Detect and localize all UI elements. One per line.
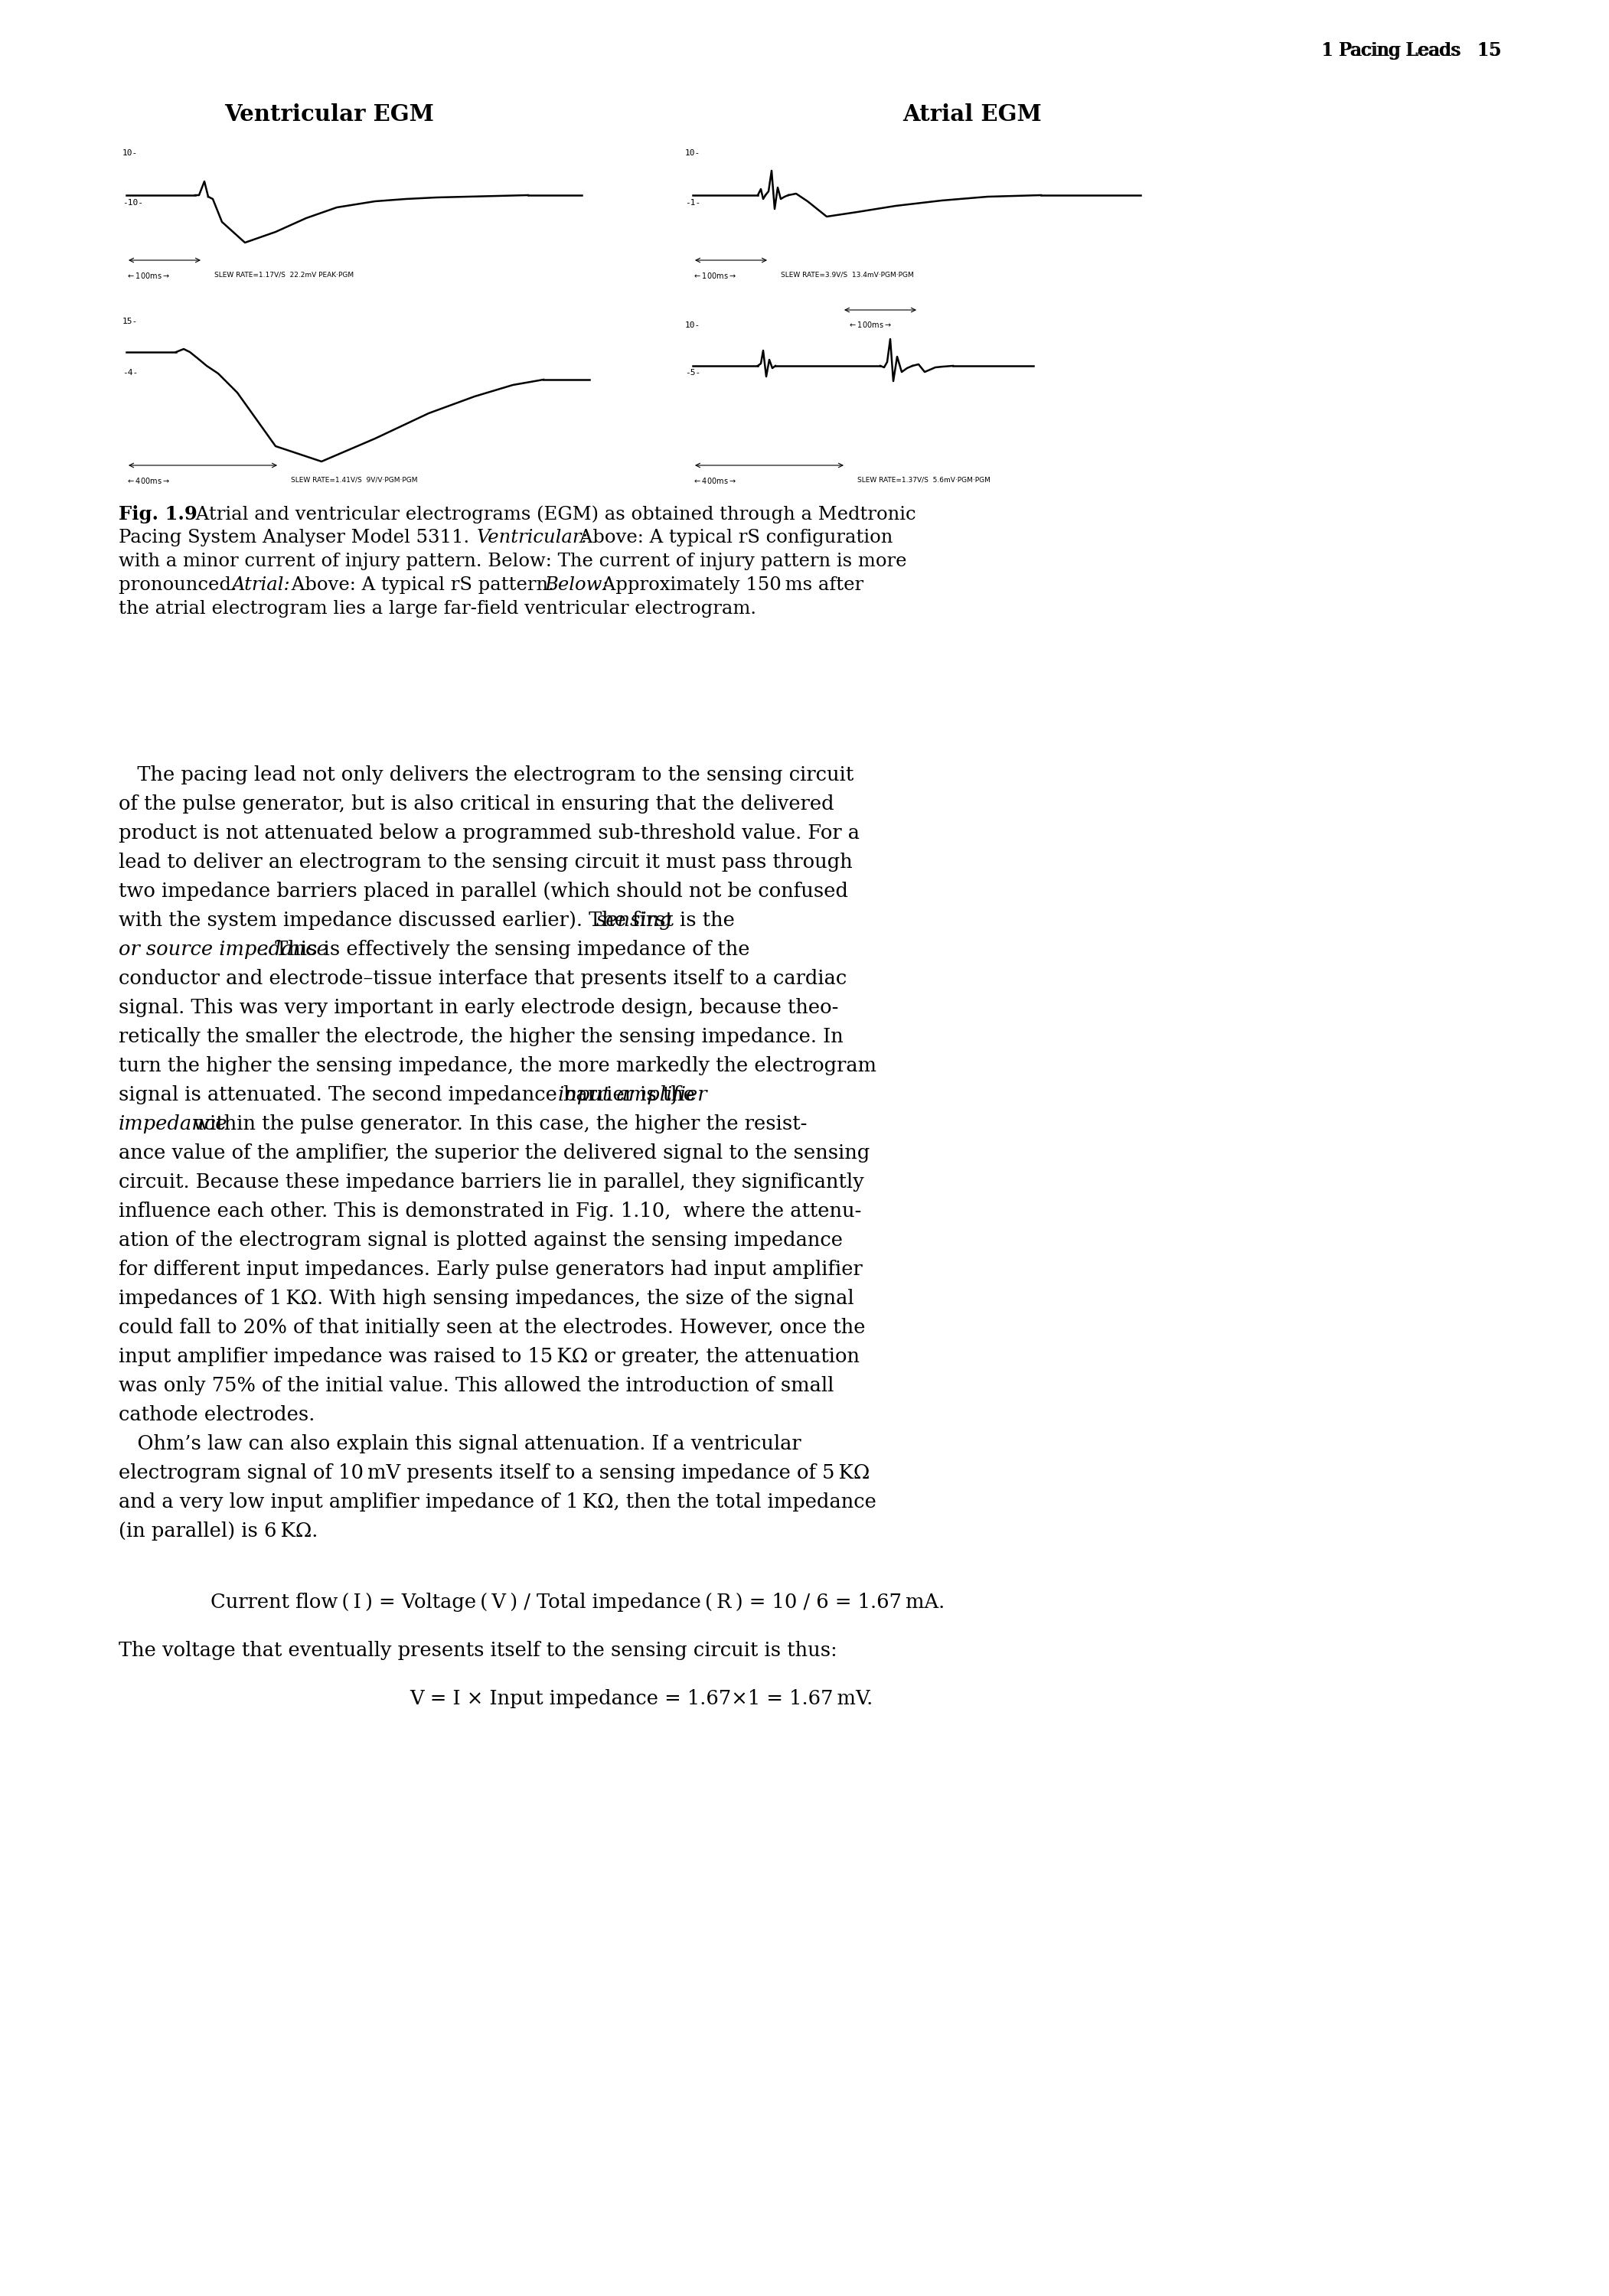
Text: signal. This was very important in early electrode design, because theo-: signal. This was very important in early… [119,999,838,1017]
Text: Fig. 1.9: Fig. 1.9 [119,505,198,523]
Text: cathode electrodes.: cathode electrodes. [119,1405,315,1424]
Text: The voltage that eventually presents itself to the sensing circuit is thus:: The voltage that eventually presents its… [119,1642,837,1660]
Text: SLEW RATE=1.41V/S  9V/V·PGM·PGM: SLEW RATE=1.41V/S 9V/V·PGM·PGM [291,475,418,482]
Text: Above: A typical rS pattern.: Above: A typical rS pattern. [285,576,560,595]
Text: ation of the electrogram signal is plotted against the sensing impedance: ation of the electrogram signal is plott… [119,1231,843,1249]
Text: 10-: 10- [685,321,700,328]
Text: V = I × Input impedance = 1.67×1 = 1.67 mV.: V = I × Input impedance = 1.67×1 = 1.67 … [410,1690,872,1708]
Text: for different input impedances. Early pulse generators had input amplifier: for different input impedances. Early pu… [119,1261,862,1279]
Text: of the pulse generator, but is also critical in ensuring that the delivered: of the pulse generator, but is also crit… [119,794,833,813]
Text: SLEW RATE=3.9V/S  13.4mV·PGM·PGM: SLEW RATE=3.9V/S 13.4mV·PGM·PGM [780,271,914,278]
Text: Current flow ( I ) = Voltage ( V ) / Total impedance ( R ) = 10 / 6 = 1.67 mA.: Current flow ( I ) = Voltage ( V ) / Tot… [211,1593,944,1612]
Text: 10-: 10- [122,149,138,156]
Text: Below:: Below: [544,576,608,595]
Text: SLEW RATE=1.37V/S  5.6mV·PGM·PGM: SLEW RATE=1.37V/S 5.6mV·PGM·PGM [858,475,991,482]
Text: $\leftarrow$100ms$\rightarrow$: $\leftarrow$100ms$\rightarrow$ [693,271,737,280]
Text: influence each other. This is demonstrated in Fig. 1.10,  where the attenu-: influence each other. This is demonstrat… [119,1201,861,1221]
Text: The pacing lead not only delivers the electrogram to the sensing circuit: The pacing lead not only delivers the el… [119,765,854,785]
Text: 1 Pacing Leads   15: 1 Pacing Leads 15 [1323,41,1501,60]
Text: SLEW RATE=1.17V/S  22.2mV PEAK·PGM: SLEW RATE=1.17V/S 22.2mV PEAK·PGM [214,271,354,278]
Text: or source impedance: or source impedance [119,939,328,960]
Text: product is not attenuated below a programmed sub-threshold value. For a: product is not attenuated below a progra… [119,824,859,843]
Text: circuit. Because these impedance barriers lie in parallel, they significantly: circuit. Because these impedance barrier… [119,1173,864,1192]
Text: Ohm’s law can also explain this signal attenuation. If a ventricular: Ohm’s law can also explain this signal a… [119,1435,801,1453]
Text: Atrial:: Atrial: [232,576,291,595]
Text: conductor and electrode–tissue interface that presents itself to a cardiac: conductor and electrode–tissue interface… [119,969,846,987]
Text: . This is effectively the sensing impedance of the: . This is effectively the sensing impeda… [262,939,750,960]
Text: $\leftarrow$400ms$\rightarrow$: $\leftarrow$400ms$\rightarrow$ [126,475,169,484]
Text: -5-: -5- [685,370,700,377]
Text: -1-: -1- [685,200,700,207]
Text: -4-: -4- [122,370,138,377]
Text: and a very low input amplifier impedance of 1 KΩ, then the total impedance: and a very low input amplifier impedance… [119,1492,877,1511]
Text: 15-: 15- [122,317,138,326]
Text: sensing: sensing [595,912,673,930]
Text: could fall to 20% of that initially seen at the electrodes. However, once the: could fall to 20% of that initially seen… [119,1318,866,1336]
Text: impedance: impedance [119,1114,228,1134]
Text: -10-: -10- [122,200,143,207]
Text: pronounced.: pronounced. [119,576,243,595]
Text: two impedance barriers placed in parallel (which should not be confused: two impedance barriers placed in paralle… [119,882,848,900]
Text: Atrial and ventricular electrograms (EGM) as obtained through a Medtronic: Atrial and ventricular electrograms (EGM… [190,505,916,523]
Text: Ventricular EGM: Ventricular EGM [224,103,434,126]
Text: impedances of 1 KΩ. With high sensing impedances, the size of the signal: impedances of 1 KΩ. With high sensing im… [119,1288,854,1309]
Text: with the system impedance discussed earlier). The first is the: with the system impedance discussed earl… [119,912,742,930]
Text: lead to deliver an electrogram to the sensing circuit it must pass through: lead to deliver an electrogram to the se… [119,852,853,872]
Text: input amplifier: input amplifier [558,1086,706,1104]
Text: (in parallel) is 6 KΩ.: (in parallel) is 6 KΩ. [119,1522,319,1541]
Text: Ventricular:: Ventricular: [476,528,589,546]
Text: ance value of the amplifier, the superior the delivered signal to the sensing: ance value of the amplifier, the superio… [119,1143,870,1162]
Text: Atrial EGM: Atrial EGM [903,103,1041,126]
Text: $\leftarrow$100ms$\rightarrow$: $\leftarrow$100ms$\rightarrow$ [126,271,169,280]
Text: retically the smaller the electrode, the higher the sensing impedance. In: retically the smaller the electrode, the… [119,1026,843,1047]
Text: electrogram signal of 10 mV presents itself to a sensing impedance of 5 KΩ: electrogram signal of 10 mV presents its… [119,1463,870,1483]
Text: was only 75% of the initial value. This allowed the introduction of small: was only 75% of the initial value. This … [119,1375,833,1396]
Text: the atrial electrogram lies a large far-field ventricular electrogram.: the atrial electrogram lies a large far-… [119,599,756,618]
Text: signal is attenuated. The second impedance barrier is the: signal is attenuated. The second impedan… [119,1086,702,1104]
Text: 10-: 10- [685,149,700,156]
Text: Pacing System Analyser Model 5311.: Pacing System Analyser Model 5311. [119,528,475,546]
Text: within the pulse generator. In this case, the higher the resist-: within the pulse generator. In this case… [187,1114,808,1134]
Text: input amplifier impedance was raised to 15 KΩ or greater, the attenuation: input amplifier impedance was raised to … [119,1348,859,1366]
Text: $\leftarrow$100ms$\rightarrow$: $\leftarrow$100ms$\rightarrow$ [848,319,891,328]
Text: Approximately 150 ms after: Approximately 150 ms after [597,576,864,595]
Text: turn the higher the sensing impedance, the more markedly the electrogram: turn the higher the sensing impedance, t… [119,1056,877,1075]
Text: with a minor current of injury pattern. Below: The current of injury pattern is : with a minor current of injury pattern. … [119,553,907,569]
Text: Above: A typical rS configuration: Above: A typical rS configuration [573,528,893,546]
Text: 1 Pacing Leads   15: 1 Pacing Leads 15 [1321,41,1500,60]
Text: $\leftarrow$400ms$\rightarrow$: $\leftarrow$400ms$\rightarrow$ [693,475,737,484]
